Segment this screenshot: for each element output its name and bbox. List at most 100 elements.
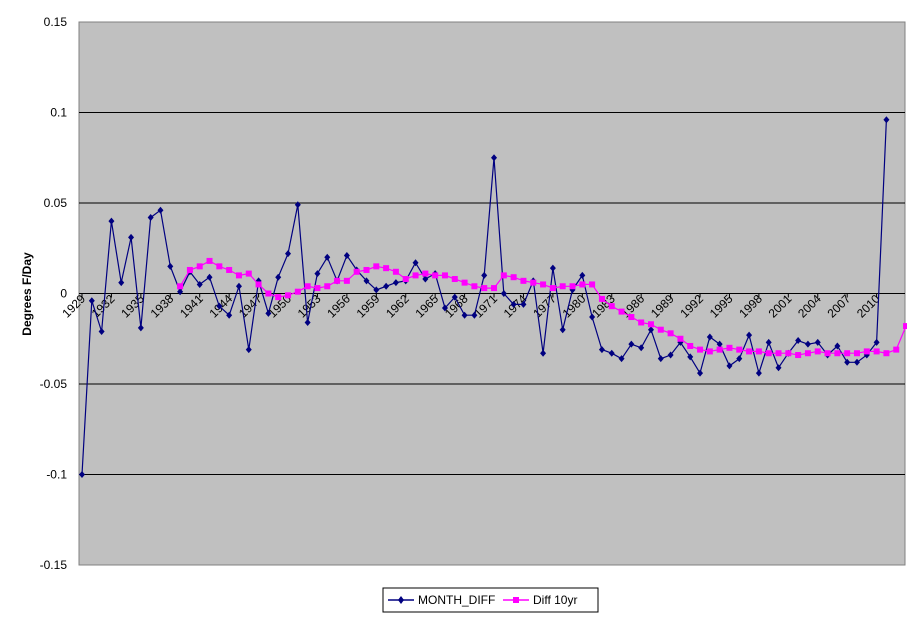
point-diff-10yr (392, 268, 399, 275)
point-diff-10yr (765, 350, 772, 357)
point-month-diff (314, 270, 321, 278)
point-diff-10yr (334, 277, 341, 284)
point-diff-10yr (657, 326, 664, 333)
point-diff-10yr (491, 285, 498, 292)
point-diff-10yr (451, 276, 458, 283)
point-diff-10yr (216, 263, 223, 270)
point-month-diff (765, 338, 772, 346)
point-month-diff (883, 116, 890, 124)
point-diff-10yr (559, 283, 566, 290)
point-diff-10yr (569, 283, 576, 290)
point-diff-10yr (775, 350, 782, 357)
point-diff-10yr (844, 350, 851, 357)
legend: MONTH_DIFF Diff 10yr (382, 587, 599, 613)
point-diff-10yr (873, 348, 880, 355)
point-month-diff (383, 282, 390, 290)
point-month-diff (235, 282, 242, 290)
point-diff-10yr (755, 348, 762, 355)
y-tick-label: -0.05 (40, 377, 68, 391)
point-diff-10yr (373, 263, 380, 270)
point-month-diff (618, 355, 625, 363)
series-month-diff (79, 116, 890, 478)
point-month-diff (638, 344, 645, 352)
point-month-diff (844, 358, 851, 366)
point-month-diff (343, 251, 350, 259)
point-diff-10yr (265, 290, 272, 297)
point-diff-10yr (853, 350, 860, 357)
point-diff-10yr (363, 266, 370, 273)
point-diff-10yr (324, 283, 331, 290)
point-diff-10yr (834, 350, 841, 357)
point-month-diff (157, 206, 164, 214)
point-diff-10yr (255, 281, 262, 288)
point-month-diff (736, 355, 743, 363)
point-diff-10yr (736, 346, 743, 353)
point-month-diff (628, 340, 635, 348)
point-diff-10yr (461, 279, 468, 286)
point-month-diff (216, 302, 223, 310)
point-diff-10yr (677, 335, 684, 342)
point-diff-10yr (510, 274, 517, 281)
y-tick-label: -0.1 (46, 468, 67, 482)
point-diff-10yr (618, 308, 625, 315)
point-month-diff (755, 369, 762, 377)
y-tick-label: 0.05 (44, 196, 68, 210)
point-diff-10yr (520, 277, 527, 284)
point-month-diff (814, 338, 821, 346)
y-tick-label: 0.1 (50, 106, 67, 120)
point-month-diff (441, 304, 448, 312)
point-month-diff (853, 358, 860, 366)
point-diff-10yr (343, 277, 350, 284)
point-month-diff (412, 259, 419, 267)
point-month-diff (667, 351, 674, 359)
point-diff-10yr (206, 257, 213, 264)
point-month-diff (304, 318, 311, 326)
point-diff-10yr (422, 270, 429, 277)
legend-marker-month-diff (398, 596, 404, 604)
point-month-diff (451, 293, 458, 301)
legend-label-month-diff: MONTH_DIFF (418, 593, 495, 607)
point-diff-10yr (432, 272, 439, 279)
point-month-diff (471, 311, 478, 319)
point-diff-10yr (804, 350, 811, 357)
point-month-diff (196, 280, 203, 288)
point-diff-10yr (226, 266, 233, 273)
point-month-diff (137, 324, 144, 332)
point-diff-10yr (579, 281, 586, 288)
point-diff-10yr (647, 321, 654, 328)
point-month-diff (177, 288, 184, 296)
point-month-diff (147, 213, 154, 221)
point-month-diff (598, 346, 605, 354)
point-diff-10yr (824, 350, 831, 357)
point-diff-10yr (530, 279, 537, 286)
point-month-diff (422, 275, 429, 283)
series-diff-10yr (177, 257, 907, 359)
point-month-diff (608, 349, 615, 357)
point-diff-10yr (383, 265, 390, 272)
point-month-diff (275, 273, 282, 281)
point-month-diff (373, 286, 380, 294)
point-month-diff (706, 333, 713, 341)
point-diff-10yr (746, 348, 753, 355)
point-month-diff (206, 273, 213, 281)
point-diff-10yr (500, 272, 507, 279)
point-diff-10yr (402, 276, 409, 283)
point-month-diff (726, 362, 733, 370)
point-diff-10yr (795, 352, 802, 359)
point-month-diff (491, 154, 498, 162)
point-month-diff (79, 471, 85, 478)
point-month-diff (589, 313, 596, 321)
point-diff-10yr (235, 272, 242, 279)
point-diff-10yr (471, 283, 478, 290)
point-diff-10yr (285, 292, 292, 299)
point-diff-10yr (863, 348, 870, 355)
point-month-diff (687, 353, 694, 361)
y-tick-label: -0.15 (40, 558, 68, 572)
y-axis-ticks: 0.15 0.1 0.05 0 -0.05 -0.1 -0.15 (40, 15, 68, 572)
point-diff-10yr (716, 346, 723, 353)
point-diff-10yr (903, 323, 907, 330)
point-month-diff (324, 253, 331, 261)
point-diff-10yr (814, 348, 821, 355)
point-diff-10yr (481, 285, 488, 292)
